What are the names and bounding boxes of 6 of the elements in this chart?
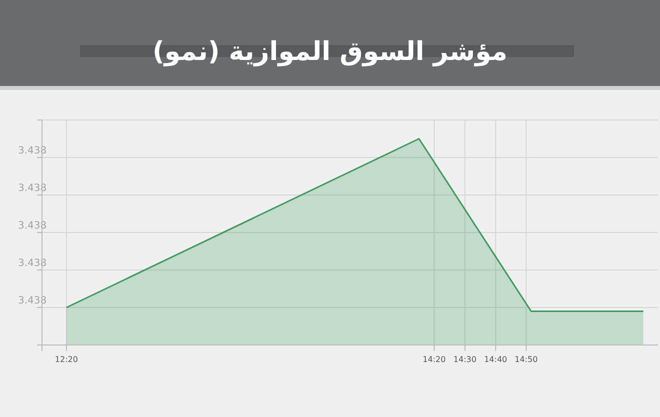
x-tick-label: 14:50 — [514, 355, 538, 364]
x-tick-label: 12:20 — [54, 355, 78, 364]
x-tick-label: 14:30 — [453, 355, 476, 364]
chart-title: مؤشر السوق الموازية (نمو) — [152, 37, 508, 67]
x-tick-label: 14:20 — [422, 355, 446, 364]
x-tick-label: 14:40 — [484, 355, 508, 364]
